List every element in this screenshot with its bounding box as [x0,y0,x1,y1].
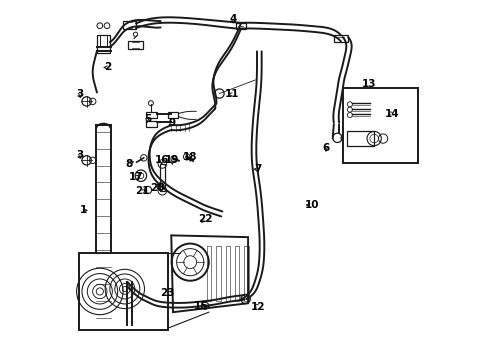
Text: 3: 3 [77,89,83,99]
Bar [244,246,248,301]
Text: 2: 2 [104,63,111,72]
Bar [342,88,417,163]
Bar [346,131,373,147]
Text: 21: 21 [135,186,150,197]
Bar [167,112,178,118]
Bar [96,125,110,325]
Bar [123,21,136,29]
Bar [128,41,142,49]
Text: 11: 11 [224,89,239,99]
Bar [235,246,239,301]
Text: 8: 8 [125,159,133,169]
Text: 19: 19 [165,155,179,165]
Bar [206,246,211,301]
Bar [235,23,246,29]
Text: 5: 5 [143,114,151,124]
Text: 13: 13 [361,79,375,89]
Text: 9: 9 [168,118,176,128]
Text: 1: 1 [79,205,86,215]
Bar [160,164,164,191]
Text: 3: 3 [77,150,83,160]
Text: 17: 17 [129,172,143,182]
Bar [80,253,167,330]
Text: 10: 10 [304,200,318,210]
Bar [97,35,110,53]
Text: 15: 15 [193,301,208,311]
Bar [333,35,347,42]
Bar [146,121,157,127]
Text: 23: 23 [160,288,175,297]
Bar [100,35,107,46]
Text: 7: 7 [254,164,261,174]
Text: 6: 6 [322,143,329,153]
Text: 18: 18 [183,152,197,162]
Text: 4: 4 [229,14,236,24]
Text: 12: 12 [250,302,265,312]
Text: 22: 22 [198,214,212,224]
Text: 16: 16 [154,155,168,165]
Bar [216,246,220,301]
Text: 14: 14 [384,109,398,119]
Bar [225,246,229,301]
Bar [146,112,157,118]
Text: 20: 20 [149,183,164,193]
